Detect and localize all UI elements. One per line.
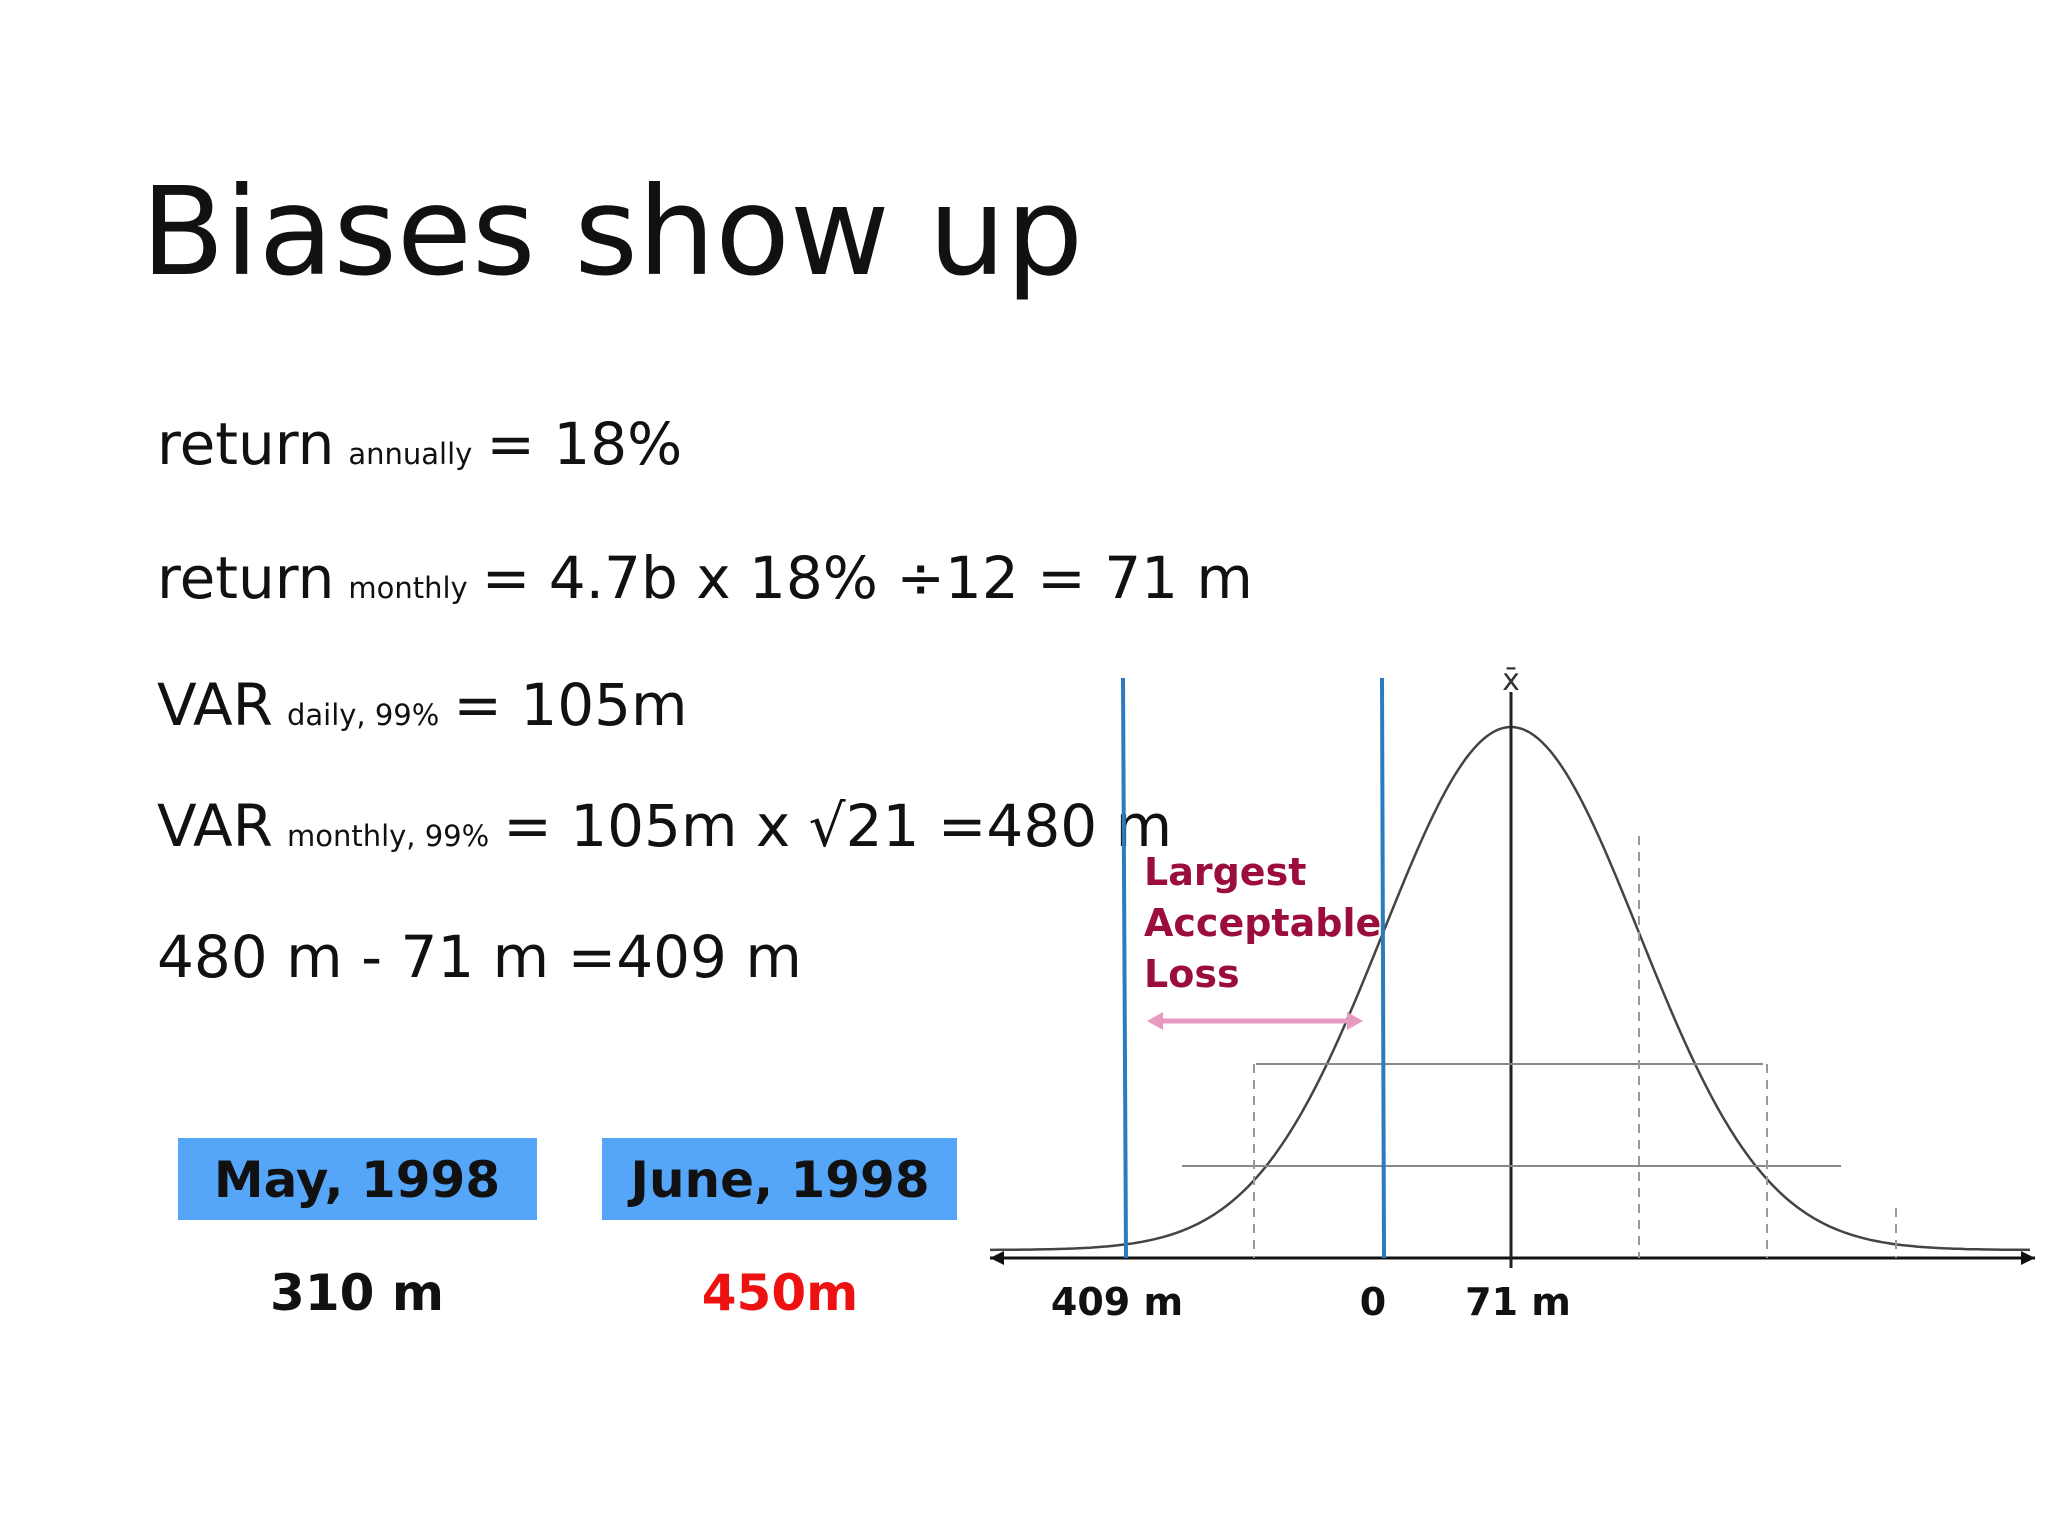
formula: VAR daily, 99% = 105m (157, 671, 688, 739)
note-line: Loss (1144, 952, 1240, 996)
formula: VAR monthly, 99% = 105m x √21 =480 m (157, 792, 1172, 860)
formula-sub: monthly, 99% (287, 819, 489, 853)
var-line (1121, 677, 1128, 1259)
formula-sub: annually (348, 437, 472, 471)
formula-rest: = 18% (486, 410, 682, 478)
mean-symbol: x̄ (1502, 663, 1520, 698)
note-line: Largest (1144, 850, 1306, 894)
axis-label: 409 m (1051, 1280, 1183, 1324)
sigma-lines (1253, 836, 1897, 1258)
formula-list: return annually = 18% return monthly = 4.7b x… (157, 410, 1253, 991)
loss-amount: 450m (702, 1264, 858, 1322)
date-box (178, 1138, 537, 1220)
zero-line (1380, 677, 1386, 1259)
formula: return monthly = 4.7b x 18% ÷12 = 71 m (157, 544, 1253, 612)
formula: return annually = 18% (157, 410, 682, 478)
date-box (602, 1138, 957, 1220)
formula-rest: = 4.7b x 18% ÷12 = 71 m (482, 544, 1253, 612)
formula-rest: = 105m x √21 =480 m (503, 792, 1172, 860)
formula-main: VAR (157, 792, 273, 860)
loss-amount: 310 m (270, 1264, 444, 1322)
axis-label: 0 (1360, 1280, 1386, 1324)
axis-label: 71 m (1465, 1280, 1571, 1324)
formula-sub: monthly (348, 571, 467, 605)
formula-main: 480 m - 71 m =409 m (157, 923, 802, 991)
formula: 480 m - 71 m =409 m (157, 923, 802, 991)
note-line: Acceptable (1144, 901, 1381, 945)
box-label: May, 1998 (214, 1151, 500, 1209)
formula-rest: = 105m (453, 671, 687, 739)
distribution-diagram: x̄ Largest Acceptable Loss 409 m 0 71 m (990, 663, 2035, 1324)
formula-main: return (157, 544, 334, 612)
formula-main: VAR (157, 671, 273, 739)
formula-main: return (157, 410, 334, 478)
slide-title: Biases show up (141, 161, 1083, 303)
box-label: June, 1998 (627, 1151, 929, 1209)
formula-sub: daily, 99% (287, 698, 439, 732)
